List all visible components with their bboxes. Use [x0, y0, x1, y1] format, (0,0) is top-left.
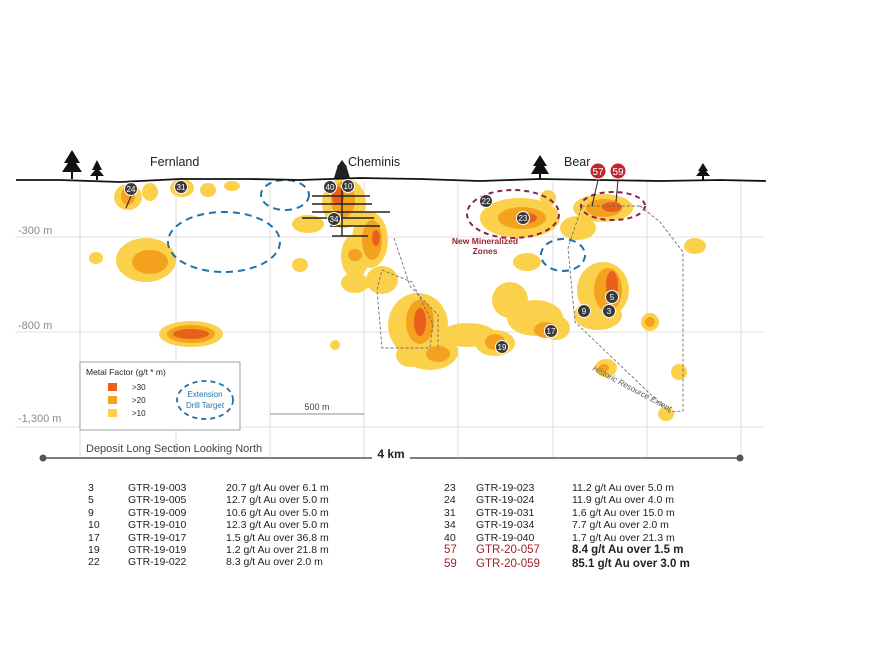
- hole-marker: 22: [479, 194, 493, 208]
- svg-text:40: 40: [326, 183, 335, 192]
- hole-marker: 24: [124, 182, 138, 196]
- table-row: 3 GTR-19-003 20.7 g/t Au over 6.1 m: [88, 482, 329, 494]
- table-row-highlight: 59 GTR-20-059 85.1 g/t Au over 3.0 m: [444, 558, 690, 571]
- hole-marker: 34: [327, 212, 341, 226]
- new-zone-label-line1: New Mineralized: [452, 236, 518, 246]
- table-row: 10 GTR-19-010 12.3 g/t Au over 5.0 m: [88, 519, 329, 532]
- hole-marker: 5: [605, 290, 619, 304]
- legend-item: >20: [132, 396, 146, 405]
- mine-workings: [302, 182, 390, 237]
- town-label-fernland: Fernland: [150, 155, 199, 169]
- headframe-icon: [334, 165, 350, 178]
- legend-item: >30: [132, 383, 146, 392]
- town-label-bear: Bear: [564, 155, 590, 169]
- svg-text:9: 9: [582, 307, 587, 316]
- svg-text:22: 22: [482, 197, 491, 206]
- legend-target-line2: Drill Target: [186, 401, 225, 410]
- hole-24-pointer: [125, 195, 132, 209]
- table-row: 34 GTR-19-034 7.7 g/t Au over 2.0 m: [444, 519, 669, 532]
- depth-label-800: -800 m: [18, 320, 52, 332]
- table-row: 31 GTR-19-031 1.6 g/t Au over 15.0 m: [444, 506, 675, 519]
- hole-59-pointer: [615, 179, 619, 203]
- tree-icon: [90, 160, 104, 176]
- svg-text:31: 31: [177, 183, 186, 192]
- legend-title: Metal Factor (g/t * m): [86, 367, 166, 377]
- svg-text:500 m: 500 m: [304, 402, 329, 412]
- section-caption: Deposit Long Section Looking North: [86, 443, 262, 455]
- hole-marker: 3: [602, 304, 616, 318]
- hole-marker: 23: [516, 211, 530, 225]
- legend-target-line1: Extension: [187, 390, 222, 399]
- table-row: 22 GTR-19-022 8.3 g/t Au over 2.0 m: [88, 556, 323, 569]
- cheminis-outline: [376, 269, 434, 349]
- depth-label-300: -300 m: [18, 225, 52, 237]
- width-scale-bar: 4 km: [39, 446, 744, 462]
- table-row: 17 GTR-19-017 1.5 g/t Au over 36.8 m: [88, 531, 329, 544]
- svg-text:23: 23: [519, 214, 528, 223]
- svg-text:10: 10: [344, 182, 353, 191]
- cheminis-pin-icon: [337, 160, 347, 167]
- svg-text:17: 17: [547, 327, 556, 336]
- hole-57-pointer: [591, 179, 599, 207]
- svg-text:34: 34: [330, 215, 339, 224]
- table-row: 5 GTR-19-005 12.7 g/t Au over 5.0 m: [88, 494, 329, 507]
- drill-results-right: 23 GTR-19-023 11.2 g/t Au over 5.0 m 24 GTR…: [444, 482, 724, 573]
- svg-text:5: 5: [610, 293, 615, 302]
- svg-text:3: 3: [607, 307, 612, 316]
- table-row: 24 GTR-19-024 11.9 g/t Au over 4.0 m: [444, 494, 674, 507]
- depth-label-1300: -1,300 m: [18, 413, 61, 425]
- historic-resource-label: Historic Resource Extent: [591, 364, 674, 414]
- new-zone-label-line2: Zones: [472, 246, 497, 256]
- tree-icon: [696, 163, 710, 176]
- cheminis-outline-lower: [393, 237, 439, 350]
- legend: Metal Factor (g/t * m) >30 >20 >10 Exten…: [79, 361, 241, 431]
- table-row-highlight: 57 GTR-20-057 8.4 g/t Au over 1.5 m: [444, 543, 684, 556]
- town-label-cheminis: Cheminis: [348, 155, 400, 169]
- surface-topography: [16, 177, 767, 183]
- hole-marker: 17: [544, 324, 558, 338]
- table-row: 40 GTR-19-040 1.7 g/t Au over 21.3 m: [444, 531, 675, 544]
- hole-marker: 40: [323, 180, 337, 194]
- hole-marker: 9: [577, 304, 591, 318]
- hole-marker: 10: [341, 179, 355, 193]
- historic-resource-outline: [567, 205, 684, 413]
- tree-icons: [62, 150, 710, 180]
- hole-marker-highlight: 57: [589, 162, 607, 180]
- table-row: 19 GTR-19-019 1.2 g/t Au over 21.8 m: [88, 543, 329, 556]
- table-row: 9 GTR-19-009 10.6 g/t Au over 5.0 m: [88, 506, 329, 519]
- width-label: 4 km: [377, 447, 404, 461]
- svg-text:59: 59: [612, 167, 624, 178]
- extension-drill-targets: [167, 179, 586, 273]
- hole-marker-highlight: 59: [609, 162, 627, 180]
- tree-icon: [62, 150, 82, 172]
- hole-marker: 19: [495, 340, 509, 354]
- table-row: 23 GTR-19-023 11.2 g/t Au over 5.0 m: [444, 482, 674, 494]
- svg-text:19: 19: [498, 343, 507, 352]
- hole-marker: 31: [174, 180, 188, 194]
- svg-text:57: 57: [592, 167, 604, 178]
- drill-results-left: 3 GTR-19-003 20.7 g/t Au over 6.1 m 5 GTR-1…: [88, 482, 348, 569]
- tree-icon: [531, 155, 549, 174]
- new-mineralized-zone-outlines: [466, 189, 646, 239]
- svg-text:24: 24: [127, 185, 136, 194]
- legend-item: >10: [132, 409, 146, 418]
- scale-bar-500m: 500 m: [270, 402, 364, 415]
